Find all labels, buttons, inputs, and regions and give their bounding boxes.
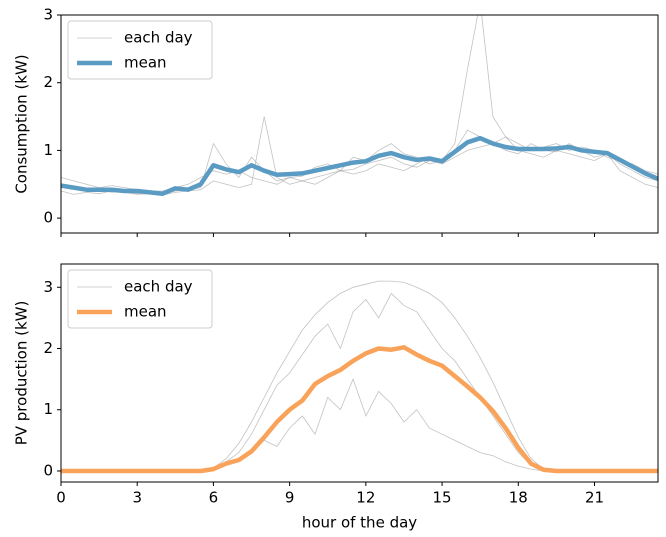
x-tick-label: 15 [433, 489, 452, 507]
x-axis-label: hour of the day [302, 514, 417, 532]
y-tick-label: 0 [43, 209, 53, 227]
legend-label: mean [124, 303, 167, 321]
x-tick-label: 3 [132, 489, 142, 507]
x-tick-label: 6 [209, 489, 219, 507]
x-tick-label: 18 [509, 489, 528, 507]
y-tick-label: 3 [43, 6, 53, 24]
x-tick-label: 9 [285, 489, 295, 507]
y-tick-label: 1 [43, 141, 53, 159]
y-tick-label: 2 [43, 339, 53, 357]
y-tick-label: 2 [43, 73, 53, 91]
axes-frame [60, 263, 659, 483]
y-axis-label: Consumption (kW) [13, 54, 31, 193]
y-tick-label: 1 [43, 400, 53, 418]
mean-line [61, 345, 658, 474]
y-tick-label: 3 [43, 278, 53, 296]
plot-area [61, 15, 658, 196]
daily-line [61, 136, 658, 192]
mean-line [61, 135, 658, 196]
axes-frame [60, 14, 659, 234]
y-tick-label: 0 [43, 461, 53, 479]
x-tick-label: 12 [356, 489, 375, 507]
x-tick-label: 21 [585, 489, 604, 507]
legend-label: mean [124, 54, 167, 72]
daily-line [61, 377, 658, 472]
legend-label: each day [124, 278, 193, 296]
y-axis-label: PV production (kW) [13, 301, 31, 446]
x-tick-label: 0 [56, 489, 66, 507]
plot-area [61, 280, 658, 474]
legend-label: each day [124, 29, 193, 47]
